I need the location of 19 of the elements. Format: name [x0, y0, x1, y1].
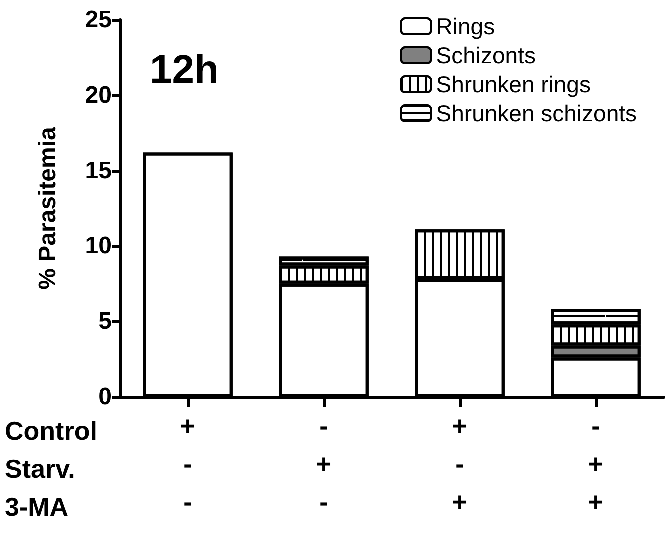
y-tick-label: 5 — [98, 308, 112, 336]
annotation: 12h — [150, 48, 219, 92]
y-axis-title: % Parasitemia — [34, 126, 62, 290]
y-tick-label: 10 — [85, 232, 112, 260]
text: Starv. — [5, 454, 76, 484]
y-tick-label: 20 — [85, 82, 112, 109]
y-tick-label: 25 — [85, 6, 112, 34]
legend-label: Rings — [436, 14, 496, 40]
legend-label: Schizonts — [436, 42, 536, 68]
x-tick-label: - + - — [316, 411, 332, 517]
x-tick-label: + - - — [180, 411, 196, 517]
y-tick-label: 15 — [85, 157, 112, 184]
text: 3-MA — [5, 492, 69, 522]
legend-label: Shrunken rings — [436, 72, 591, 98]
legend-label: Shrunken schizonts — [436, 100, 638, 126]
text: Control — [5, 416, 98, 446]
x-tick-label: + - + — [452, 411, 468, 517]
y-tick-label: 0 — [98, 384, 112, 410]
x-tick-label: - + + — [588, 411, 604, 517]
